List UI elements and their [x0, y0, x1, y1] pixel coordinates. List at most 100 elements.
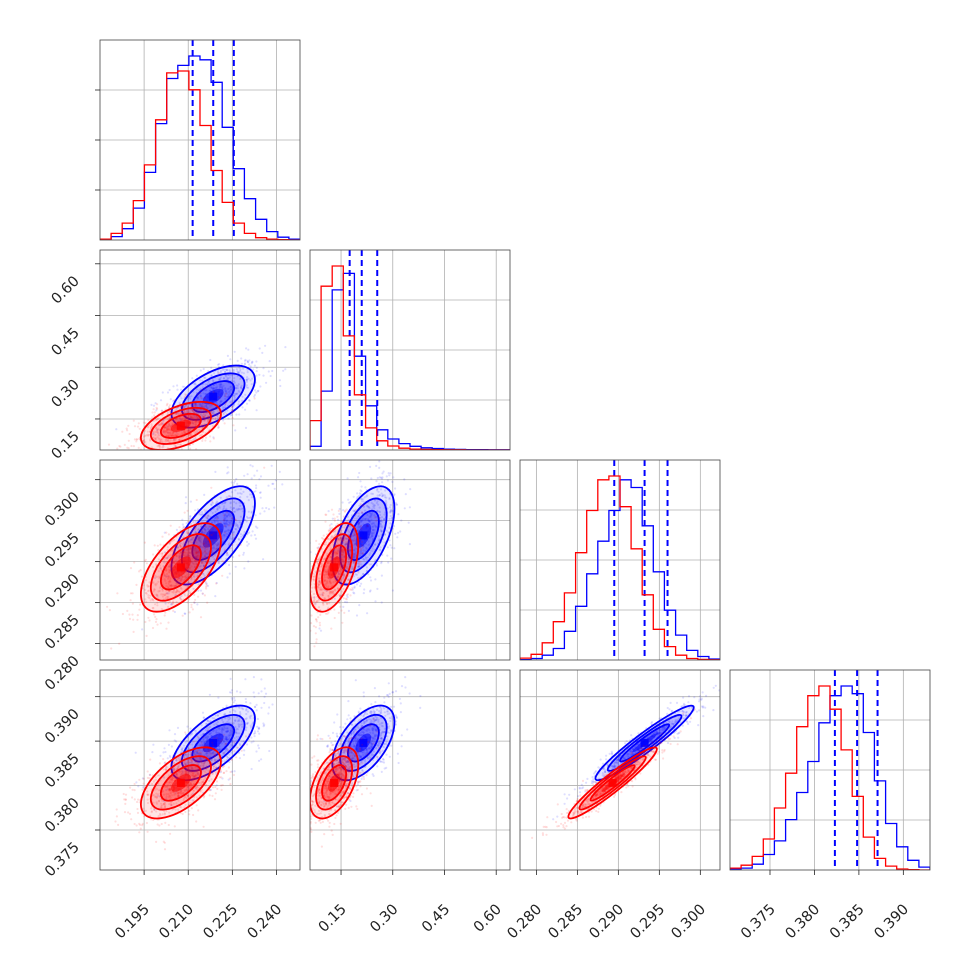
scatter-point: [164, 594, 167, 597]
scatter-point: [314, 601, 318, 604]
scatter-point: [357, 515, 360, 518]
scatter-point: [379, 523, 382, 526]
scatter-point: [228, 760, 231, 764]
scatter-point: [330, 534, 334, 538]
scatter-point: [240, 720, 244, 723]
scatter-point: [212, 414, 215, 417]
scatter-point: [202, 414, 205, 417]
scatter-point: [387, 531, 390, 534]
scatter-point: [267, 484, 270, 487]
scatter-point: [187, 439, 191, 442]
scatter-point: [175, 407, 178, 410]
scatter-point: [200, 740, 203, 744]
scatter-point: [173, 739, 176, 742]
scatter-point: [376, 510, 379, 513]
scatter-point: [191, 409, 194, 412]
scatter-point: [385, 475, 388, 478]
scatter-point: [342, 534, 345, 538]
scatter-point: [185, 554, 188, 557]
scatter-point: [162, 429, 165, 432]
scatter-point: [194, 562, 197, 565]
scatter-point: [325, 570, 328, 573]
scatter-point: [330, 590, 333, 593]
scatter-point: [232, 536, 235, 539]
scatter-point: [230, 388, 233, 391]
scatter-point: [177, 546, 180, 549]
scatter-point: [362, 504, 365, 507]
scatter-point: [198, 451, 200, 453]
scatter-point: [230, 511, 233, 514]
scatter-point: [217, 748, 220, 751]
scatter-point: [331, 556, 334, 560]
scatter-point: [200, 413, 203, 416]
scatter-point: [206, 383, 209, 386]
scatter-point: [346, 568, 349, 571]
scatter-point: [180, 411, 183, 415]
scatter-point: [224, 525, 228, 529]
scatter-point: [250, 726, 253, 729]
scatter-point: [186, 409, 189, 412]
scatter-point: [243, 363, 246, 366]
scatter-point: [366, 612, 369, 615]
scatter-point: [223, 403, 227, 407]
scatter-point: [305, 590, 307, 592]
scatter-point: [225, 521, 228, 524]
scatter-point: [230, 388, 233, 391]
scatter-point: [214, 517, 217, 520]
scatter-point: [205, 436, 208, 439]
scatter-point: [342, 559, 345, 562]
scatter-point: [141, 628, 144, 631]
scatter-point: [352, 552, 355, 555]
scatter-point: [186, 554, 189, 557]
scatter-point: [184, 612, 187, 615]
scatter-point: [233, 770, 236, 773]
scatter-point: [252, 676, 255, 679]
scatter-point: [209, 725, 212, 729]
scatter-point: [173, 452, 175, 454]
scatter-point: [185, 530, 189, 533]
scatter-point: [328, 592, 331, 595]
scatter-point: [381, 472, 384, 475]
scatter-point: [165, 797, 168, 800]
scatter-point: [204, 383, 207, 386]
scatter-point: [125, 427, 128, 430]
scatter-point: [408, 543, 411, 546]
scatter-point: [245, 515, 248, 518]
scatter-point: [347, 552, 350, 556]
scatter-point: [340, 557, 343, 561]
scatter-point: [225, 730, 228, 733]
scatter-point: [182, 575, 185, 578]
scatter-point: [138, 437, 141, 440]
scatter-point: [337, 518, 340, 522]
scatter-point: [210, 404, 213, 407]
scatter-point: [312, 578, 316, 581]
scatter-point: [229, 729, 232, 732]
scatter-point: [341, 566, 344, 569]
scatter-point: [226, 552, 229, 555]
scatter-point: [212, 384, 215, 387]
scatter-point: [363, 588, 366, 591]
scatter-point: [177, 583, 180, 586]
scatter-point: [339, 566, 342, 569]
scatter-point: [240, 492, 243, 495]
scatter-point: [213, 554, 216, 557]
scatter-point: [163, 551, 166, 554]
scatter-point: [371, 528, 375, 531]
scatter-point: [193, 383, 196, 386]
scatter-point: [218, 748, 221, 751]
scatter-point: [168, 590, 171, 593]
scatter-point: [215, 731, 218, 734]
scatter-point: [185, 548, 188, 552]
scatter-point: [118, 642, 121, 645]
scatter-point: [368, 511, 372, 515]
scatter-point: [163, 558, 166, 561]
scatter-point: [202, 416, 205, 419]
scatter-point: [194, 418, 197, 421]
scatter-point: [186, 532, 189, 535]
scatter-point: [366, 494, 369, 497]
scatter-point: [203, 741, 206, 744]
scatter-point: [235, 732, 238, 735]
scatter-point: [169, 569, 172, 572]
scatter-point: [270, 464, 273, 467]
scatter-point: [157, 432, 160, 435]
